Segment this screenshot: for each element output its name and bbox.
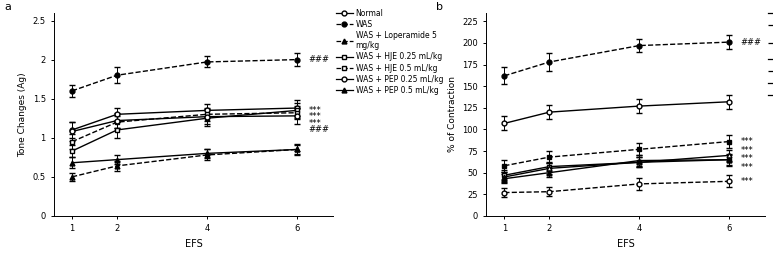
Legend: Normal, WAS, WAS + Loperamide 5
mg/kg, WAS + HJE 0.25 mL/kg, WAS + HJE 0.5 mL/kg: Normal, WAS, WAS + Loperamide 5 mg/kg, W… <box>335 9 443 95</box>
Text: ***: *** <box>308 112 321 121</box>
Text: ***: *** <box>741 146 753 155</box>
Text: ***: *** <box>741 177 753 186</box>
Text: ###: ### <box>741 38 761 46</box>
Text: ###: ### <box>308 55 329 64</box>
Text: ***: *** <box>741 163 753 172</box>
Text: a: a <box>4 2 11 12</box>
Legend: Normal, WAS, Loperamide
10 μM, HJE 1 μL/ml, HJE 5 μL/ml, PEP 1 μL/ml, PEP 5 μL/m: Normal, WAS, Loperamide 10 μM, HJE 1 μL/… <box>768 9 773 100</box>
X-axis label: EFS: EFS <box>617 239 635 249</box>
X-axis label: EFS: EFS <box>185 239 203 249</box>
Y-axis label: Tone Changes (Ag): Tone Changes (Ag) <box>18 72 27 157</box>
Text: ###: ### <box>308 125 329 134</box>
Text: ***: *** <box>741 137 753 146</box>
Y-axis label: % of Contraction: % of Contraction <box>448 76 457 152</box>
Text: ***: *** <box>308 119 321 128</box>
Text: ***: *** <box>741 154 753 163</box>
Text: ***: *** <box>308 105 321 115</box>
Text: b: b <box>436 2 443 12</box>
